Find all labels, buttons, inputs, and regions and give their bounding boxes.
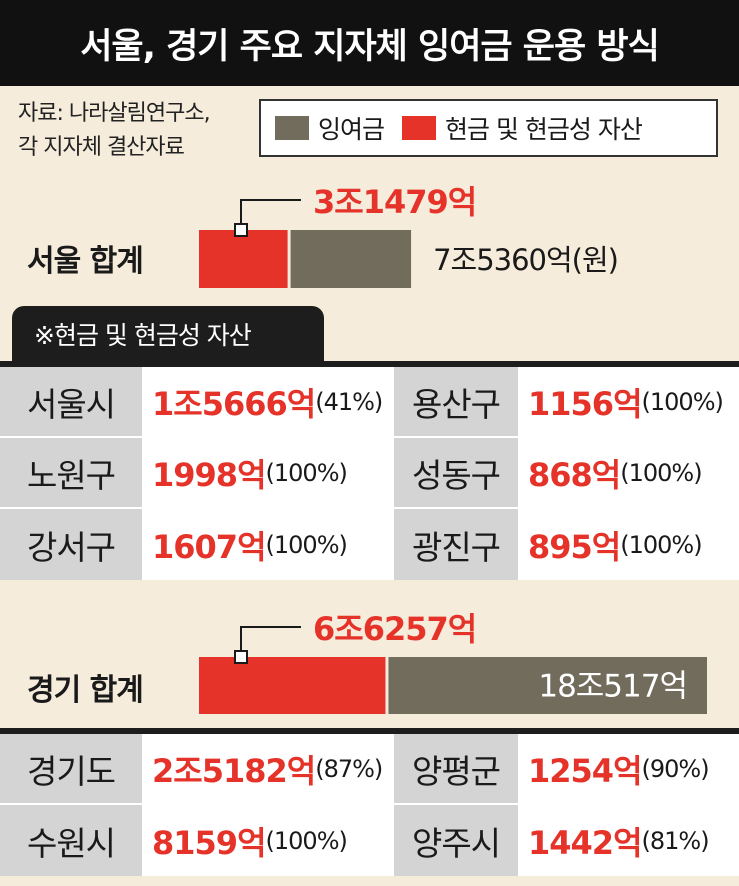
cash-amount: 1156억: [528, 384, 643, 423]
region-name: 양주시: [394, 805, 518, 876]
region-name: 양평군: [394, 734, 518, 803]
table-row: 노원구 1998억 (100%) 성동구 868억 (100%): [0, 438, 739, 509]
cash-share: (100%): [265, 458, 348, 487]
seoul-table: 서울시 1조5666억 (41%) 용산구 1156억 (100%) 노원구 1998억 (10…: [0, 367, 739, 580]
region-name: 강서구: [0, 509, 142, 580]
region-value: 868억 (100%): [518, 438, 739, 507]
region-value: 1442억 (81%): [518, 805, 739, 876]
region-name: 용산구: [394, 367, 518, 436]
legend: 잉여금 현금 및 현금성 자산: [259, 99, 718, 157]
cash-share: (87%): [315, 754, 383, 783]
cash-amount: 1607억: [152, 527, 267, 566]
region-value: 895억 (100%): [518, 509, 739, 580]
surplus-value-label: 7조5360억(원): [433, 243, 618, 277]
legend-label-cash: 현금 및 현금성 자산: [445, 115, 643, 144]
legend-swatch-cash: [402, 116, 437, 140]
cash-amount: 1998억: [152, 455, 267, 494]
cash-amount: 868억: [528, 455, 621, 494]
divider-rule: [0, 728, 739, 734]
table-row: 서울시 1조5666억 (41%) 용산구 1156억 (100%): [0, 367, 739, 438]
divider-rule: [0, 361, 739, 367]
bar-surplus: [290, 230, 412, 288]
seoul-bar-group: 3조1479억 7조5360억(원): [199, 183, 619, 288]
cash-value-label: 3조1479억: [313, 183, 476, 221]
cash-share: (100%): [265, 530, 348, 559]
region-value: 8159억 (100%): [142, 805, 394, 876]
table-row: 강서구 1607억 (100%) 광진구 895억 (100%): [0, 509, 739, 580]
bar-cash: [199, 657, 386, 714]
cash-share: (41%): [315, 387, 383, 416]
region-value: 1254억 (90%): [518, 734, 739, 803]
cash-amount: 1254억: [528, 751, 643, 790]
seoul-total-label: 서울 합계: [27, 244, 144, 279]
legend-swatch-surplus: [275, 116, 309, 140]
region-name: 노원구: [0, 438, 142, 507]
legend-item-cash: 현금 및 현금성 자산: [402, 110, 643, 146]
region-value: 1998억 (100%): [142, 438, 394, 507]
cash-share: (100%): [641, 387, 724, 416]
region-name: 수원시: [0, 805, 142, 876]
region-value: 1156억 (100%): [518, 367, 739, 436]
cash-amount: 1442억: [528, 823, 643, 862]
region-value: 1607억 (100%): [142, 509, 394, 580]
table-row: 수원시 8159억 (100%) 양주시 1442억 (81%): [0, 805, 739, 876]
gyeonggi-table: 경기도 2조5182억 (87%) 양평군 1254억 (90%) 수원시 8159억 (100…: [0, 734, 739, 876]
callout-marker: [234, 223, 248, 237]
callout-marker: [234, 650, 248, 664]
callout-line: [240, 626, 301, 655]
region-name: 경기도: [0, 734, 142, 803]
cash-share: (90%): [641, 754, 710, 783]
cash-amount: 895억: [528, 527, 621, 566]
legend-item-surplus: 잉여금: [275, 110, 385, 146]
gyeonggi-total-label: 경기 합계: [27, 673, 144, 708]
callout-line: [240, 199, 301, 228]
bar-surplus: [388, 657, 707, 714]
region-name: 광진구: [394, 509, 518, 580]
region-value: 1조5666억 (41%): [142, 367, 394, 436]
region-value: 2조5182억 (87%): [142, 734, 394, 803]
cash-share: (100%): [620, 530, 702, 559]
cash-share: (100%): [620, 458, 702, 487]
cash-value-label: 6조6257억: [313, 610, 476, 648]
cash-amount: 1조5666억: [152, 384, 316, 423]
section-tab: ※현금 및 현금성 자산: [12, 306, 324, 362]
region-name: 서울시: [0, 367, 142, 436]
cash-amount: 8159억: [152, 823, 267, 862]
surplus-value-label: 18조517억: [538, 669, 687, 705]
gyeonggi-bar-group: 6조6257억 18조517억: [199, 610, 707, 714]
cash-amount: 2조5182억: [152, 751, 316, 790]
region-name: 성동구: [394, 438, 518, 507]
source-note: 자료: 나라살림연구소, 각 지자체 결산자료: [18, 101, 211, 160]
chart-title: 서울, 경기 주요 지자체 잉여금 운용 방식: [0, 0, 739, 86]
cash-share: (81%): [641, 826, 710, 855]
table-row: 경기도 2조5182억 (87%) 양평군 1254억 (90%): [0, 734, 739, 805]
cash-share: (100%): [265, 826, 348, 855]
legend-label-surplus: 잉여금: [318, 115, 385, 144]
bar-cash: [199, 230, 288, 288]
